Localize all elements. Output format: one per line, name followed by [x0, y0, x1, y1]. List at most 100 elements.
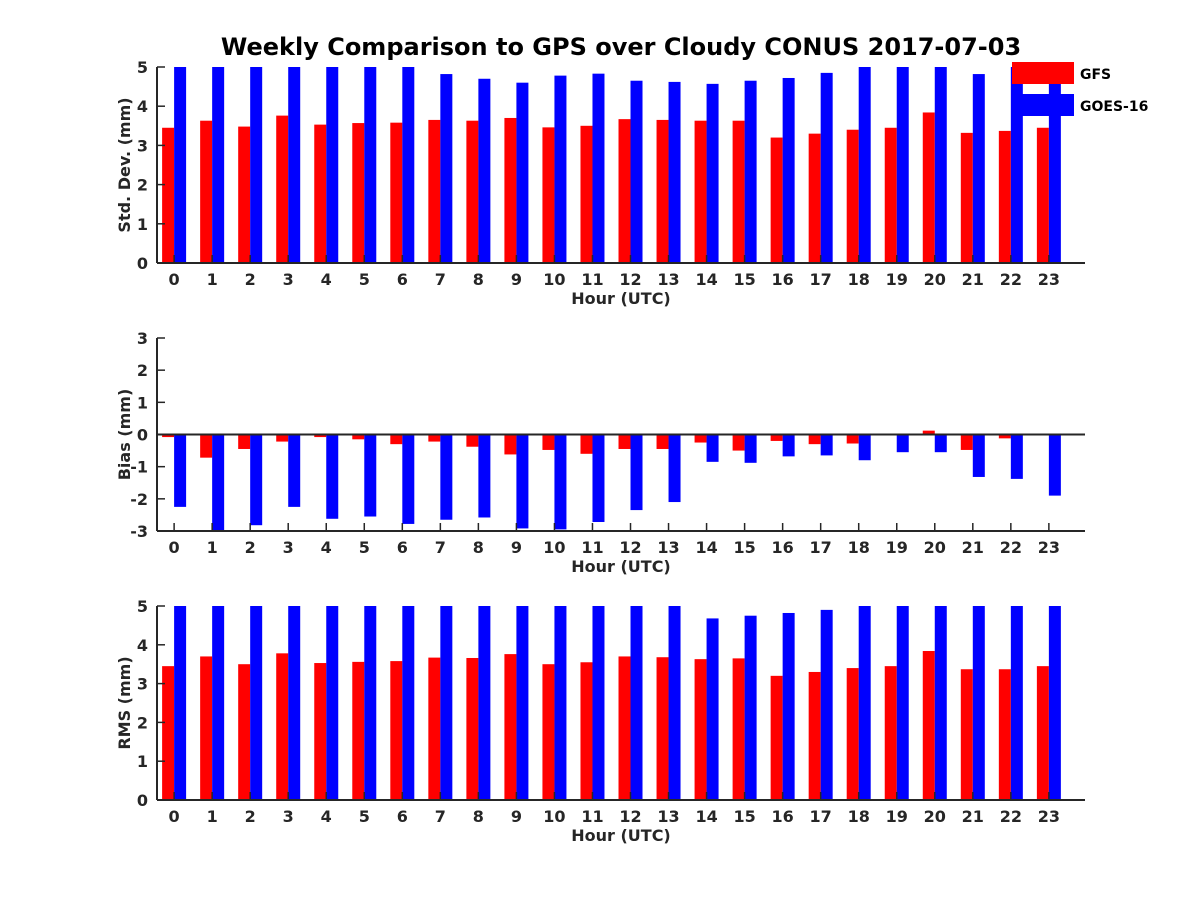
- bar-std-dev-gfs-8: [466, 120, 479, 263]
- bar-rms-goes16-1: [212, 606, 225, 800]
- x-tick-label-bias: 23: [1038, 538, 1060, 557]
- x-tick-label-std-dev: 11: [581, 270, 603, 289]
- x-tick-label-std-dev: 5: [359, 270, 370, 289]
- y-tick-label-std-dev: 1: [137, 215, 148, 234]
- bar-rms-gfs-22: [998, 669, 1011, 800]
- bar-rms-gfs-7: [428, 657, 441, 800]
- x-tick-label-std-dev: 21: [962, 270, 984, 289]
- bar-bias-goes16-15: [744, 434, 757, 463]
- y-tick-label-std-dev: 3: [137, 136, 148, 155]
- bar-std-dev-goes16-18: [858, 67, 871, 263]
- bar-bias-gfs-10: [542, 434, 555, 450]
- bar-rms-goes16-19: [896, 606, 909, 800]
- x-tick-label-bias: 3: [283, 538, 294, 557]
- x-tick-label-std-dev: 18: [848, 270, 870, 289]
- bar-rms-goes16-17: [820, 609, 833, 800]
- bar-rms-goes16-18: [858, 606, 871, 800]
- bar-std-dev-gfs-20: [922, 112, 935, 263]
- bar-rms-gfs-0: [162, 666, 175, 800]
- bar-bias-gfs-9: [504, 434, 517, 455]
- x-tick-label-rms: 19: [886, 807, 908, 826]
- x-tick-label-bias: 21: [962, 538, 984, 557]
- legend: GFS GOES-16: [1012, 62, 1148, 116]
- x-tick-label-rms: 12: [619, 807, 641, 826]
- y-tick-label-bias: 0: [137, 426, 148, 445]
- x-tick-label-std-dev: 13: [657, 270, 679, 289]
- bar-bias-gfs-13: [656, 434, 669, 449]
- x-tick-label-rms: 23: [1038, 807, 1060, 826]
- bar-bias-gfs-17: [808, 434, 821, 445]
- bar-rms-gfs-18: [846, 668, 859, 800]
- x-tick-label-std-dev: 9: [511, 270, 522, 289]
- bar-bias-goes16-3: [288, 434, 301, 507]
- bar-rms-goes16-23: [1048, 606, 1061, 800]
- x-tick-label-bias: 0: [169, 538, 180, 557]
- x-tick-label-bias: 18: [848, 538, 870, 557]
- x-axis-label-rms: Hour (UTC): [571, 826, 671, 845]
- bar-std-dev-goes16-4: [326, 67, 339, 263]
- bar-rms-goes16-21: [972, 606, 985, 800]
- bar-rms-gfs-13: [656, 657, 669, 800]
- bar-bias-gfs-6: [390, 434, 403, 445]
- x-tick-label-rms: 16: [772, 807, 794, 826]
- bar-std-dev-gfs-10: [542, 127, 555, 264]
- bar-bias-goes16-20: [934, 434, 947, 453]
- x-tick-label-rms: 3: [283, 807, 294, 826]
- bar-rms-gfs-12: [618, 656, 631, 800]
- bar-bias-gfs-21: [960, 434, 973, 450]
- x-tick-label-bias: 17: [810, 538, 832, 557]
- bar-rms-goes16-14: [706, 618, 719, 800]
- y-axis-label-rms: RMS (mm): [115, 656, 134, 749]
- bar-std-dev-gfs-4: [314, 124, 327, 264]
- x-tick-label-std-dev: 2: [245, 270, 256, 289]
- y-tick-label-bias: 2: [137, 361, 148, 380]
- x-tick-label-bias: 6: [397, 538, 408, 557]
- bar-std-dev-goes16-0: [174, 67, 187, 263]
- y-tick-label-std-dev: 4: [137, 97, 148, 116]
- x-tick-label-rms: 10: [543, 807, 565, 826]
- x-tick-label-bias: 11: [581, 538, 603, 557]
- bar-rms-goes16-4: [326, 606, 339, 800]
- x-axis-label-bias: Hour (UTC): [571, 557, 671, 576]
- x-tick-label-rms: 20: [924, 807, 946, 826]
- bar-bias-goes16-8: [478, 434, 491, 518]
- bar-rms-goes16-12: [630, 606, 643, 800]
- x-tick-label-bias: 8: [473, 538, 484, 557]
- x-tick-label-std-dev: 23: [1038, 270, 1060, 289]
- x-tick-label-std-dev: 15: [733, 270, 755, 289]
- bar-rms-gfs-15: [732, 658, 745, 800]
- bar-bias-goes16-7: [440, 434, 453, 520]
- figure-title: Weekly Comparison to GPS over Cloudy CON…: [221, 33, 1021, 61]
- y-tick-label-rms: 4: [137, 636, 148, 655]
- bar-std-dev-goes16-5: [364, 67, 377, 263]
- y-tick-label-std-dev: 0: [137, 254, 148, 273]
- bar-std-dev-gfs-15: [732, 120, 745, 263]
- bar-rms-gfs-10: [542, 664, 555, 800]
- bar-bias-goes16-4: [326, 434, 339, 519]
- x-tick-label-bias: 15: [733, 538, 755, 557]
- bar-bias-gfs-5: [352, 434, 365, 440]
- bar-rms-goes16-10: [554, 606, 567, 800]
- bar-std-dev-gfs-14: [694, 120, 707, 263]
- y-axis-label-bias: Bias (mm): [115, 389, 134, 481]
- x-tick-label-std-dev: 22: [1000, 270, 1022, 289]
- bar-bias-goes16-16: [782, 434, 795, 457]
- x-tick-label-std-dev: 12: [619, 270, 641, 289]
- legend-label-goes16: GOES-16: [1080, 99, 1148, 115]
- bar-bias-goes16-21: [972, 434, 985, 477]
- bar-rms-gfs-17: [808, 671, 821, 800]
- bar-bias-gfs-12: [618, 434, 631, 449]
- bar-rms-goes16-7: [440, 606, 453, 800]
- x-tick-label-rms: 13: [657, 807, 679, 826]
- x-tick-label-std-dev: 6: [397, 270, 408, 289]
- bar-std-dev-gfs-16: [770, 137, 783, 263]
- x-tick-label-bias: 10: [543, 538, 565, 557]
- y-tick-label-rms: 5: [137, 597, 148, 616]
- bar-std-dev-goes16-7: [440, 74, 453, 263]
- bar-bias-goes16-9: [516, 434, 529, 529]
- y-tick-label-bias: 3: [137, 329, 148, 348]
- x-tick-label-bias: 16: [772, 538, 794, 557]
- bar-rms-goes16-13: [668, 606, 681, 800]
- bar-rms-gfs-19: [884, 666, 897, 800]
